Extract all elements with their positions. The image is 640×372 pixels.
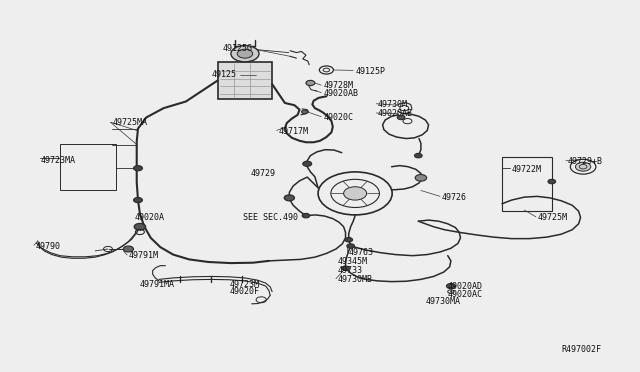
Circle shape xyxy=(134,166,143,171)
Circle shape xyxy=(415,174,427,181)
Text: 49723M: 49723M xyxy=(229,280,259,289)
Text: 49125P: 49125P xyxy=(355,67,385,76)
Text: 49020AE: 49020AE xyxy=(378,109,412,118)
Text: 49730MA: 49730MA xyxy=(426,297,460,306)
Text: 49125G: 49125G xyxy=(223,44,253,53)
Text: 49733: 49733 xyxy=(338,266,363,275)
Circle shape xyxy=(342,266,349,270)
Circle shape xyxy=(345,237,353,242)
Circle shape xyxy=(124,246,134,252)
Circle shape xyxy=(397,115,405,120)
Circle shape xyxy=(134,198,143,203)
Text: 49717M: 49717M xyxy=(278,126,308,136)
Text: 49729+B: 49729+B xyxy=(568,157,603,166)
Text: 49791MA: 49791MA xyxy=(140,280,175,289)
FancyBboxPatch shape xyxy=(218,62,272,99)
Text: 49020AD: 49020AD xyxy=(448,282,483,291)
Circle shape xyxy=(302,214,310,218)
Circle shape xyxy=(344,187,367,200)
Text: 49725M: 49725M xyxy=(537,213,567,222)
Text: 49020F: 49020F xyxy=(229,287,259,296)
Circle shape xyxy=(447,283,456,289)
Text: 49020AC: 49020AC xyxy=(448,290,483,299)
Text: 49020C: 49020C xyxy=(323,113,353,122)
Text: R497002F: R497002F xyxy=(561,345,601,354)
Circle shape xyxy=(415,153,422,158)
Circle shape xyxy=(575,162,591,171)
Text: 49722M: 49722M xyxy=(511,165,541,174)
Text: SEE SEC.490: SEE SEC.490 xyxy=(243,213,298,222)
Circle shape xyxy=(347,244,355,248)
Text: 49791M: 49791M xyxy=(129,251,159,260)
Circle shape xyxy=(134,224,146,230)
Text: 49345M: 49345M xyxy=(338,257,368,266)
Text: 49763: 49763 xyxy=(349,248,374,257)
Text: 49730MB: 49730MB xyxy=(338,275,373,284)
Text: 49725MA: 49725MA xyxy=(113,119,147,128)
Text: 49726: 49726 xyxy=(442,193,467,202)
Circle shape xyxy=(237,49,253,58)
Text: 49729: 49729 xyxy=(250,169,275,177)
Text: 49730M: 49730M xyxy=(378,100,408,109)
Circle shape xyxy=(284,195,294,201)
Text: 49020A: 49020A xyxy=(135,213,165,222)
Text: 49020AB: 49020AB xyxy=(323,89,358,98)
Circle shape xyxy=(303,161,312,166)
Text: 49723MA: 49723MA xyxy=(40,155,76,164)
Circle shape xyxy=(548,179,556,184)
Text: 49125: 49125 xyxy=(212,70,237,79)
Text: 49790: 49790 xyxy=(36,241,61,250)
Bar xyxy=(60,144,116,190)
Bar xyxy=(502,157,552,211)
Circle shape xyxy=(306,80,315,86)
Circle shape xyxy=(301,110,308,114)
Circle shape xyxy=(231,45,259,62)
Text: 49728M: 49728M xyxy=(323,81,353,90)
